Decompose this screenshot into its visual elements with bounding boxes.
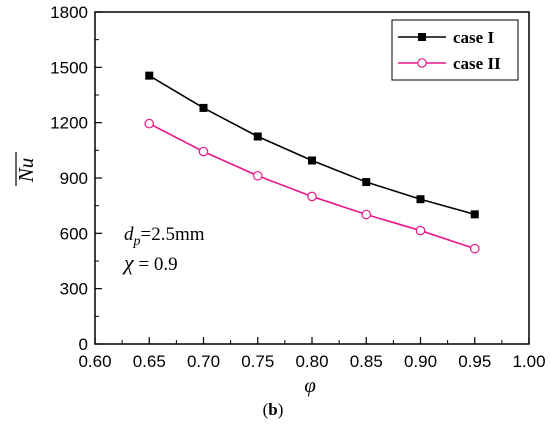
data-point-case-2 (361, 209, 372, 220)
x-tick-label: 0.60 (78, 352, 111, 371)
legend-label-case-2: case II (453, 54, 501, 73)
legend-box (391, 19, 519, 81)
y-axis-title: Nu (14, 158, 38, 184)
plot-area: 0.60 0.65 0.70 0.75 0.80 0.85 0.90 0.95 1.00 0 30… (50, 3, 545, 371)
data-point-case-2 (415, 225, 426, 236)
caption-letter: b (268, 400, 277, 419)
x-tick-label: 0.80 (295, 352, 328, 371)
data-point-case-1 (145, 71, 154, 80)
data-point-case-1 (470, 210, 479, 219)
y-tick-label: 1800 (50, 3, 88, 22)
x-tick-label: 0.90 (404, 352, 437, 371)
x-tick-label: 0.65 (133, 352, 166, 371)
data-point-case-2 (469, 243, 480, 254)
legend-label-case-1: case I (453, 28, 494, 47)
data-point-case-1 (199, 103, 208, 112)
x-tick-label: 1.00 (512, 352, 545, 371)
x-axis-title: φ (304, 373, 316, 397)
y-tick-label: 1200 (50, 114, 88, 133)
data-point-case-1 (362, 178, 371, 187)
y-tick-label: 300 (60, 280, 88, 299)
series-layer (144, 71, 480, 254)
y-tick-label: 1500 (50, 58, 88, 77)
chi-value: = 0.9 (134, 254, 178, 275)
data-point-case-1 (416, 195, 425, 204)
data-point-case-2 (198, 146, 209, 157)
d-value: =2.5mm (141, 224, 205, 245)
x-tick-label: 0.95 (458, 352, 491, 371)
y-tick-label: 0 (79, 335, 88, 354)
data-point-case-1 (308, 156, 316, 165)
chi-annotation: χ = 0.9 (122, 250, 178, 275)
d-subscript: p (133, 234, 141, 249)
x-tick-label: 0.85 (350, 352, 383, 371)
data-point-case-1 (253, 132, 262, 141)
particle-diameter-annotation: dp=2.5mm (124, 224, 205, 249)
y-tick-label: 900 (60, 169, 88, 188)
figure-caption: (b) (263, 400, 284, 419)
x-tick-label: 0.75 (241, 352, 274, 371)
data-point-case-2 (144, 118, 155, 129)
y-axis-title-group: Nu (14, 152, 38, 186)
data-point-case-2 (307, 191, 317, 202)
x-axis-ticks: 0.60 0.65 0.70 0.75 0.80 0.85 0.90 0.95 1.00 (78, 337, 546, 371)
legend-marker-case-1 (418, 33, 426, 41)
d-symbol: d (124, 224, 134, 245)
chi-symbol: χ (122, 250, 135, 275)
data-point-case-2 (252, 170, 263, 181)
y-axis-ticks: 0 300 600 900 1200 1500 1800 (50, 3, 102, 354)
x-tick-label: 0.70 (187, 352, 220, 371)
caption-open: ( (263, 400, 269, 419)
legend: case I case II (391, 19, 519, 81)
y-tick-label: 600 (60, 224, 88, 243)
legend-marker-case-2 (417, 58, 427, 68)
caption-close: ) (278, 400, 284, 419)
